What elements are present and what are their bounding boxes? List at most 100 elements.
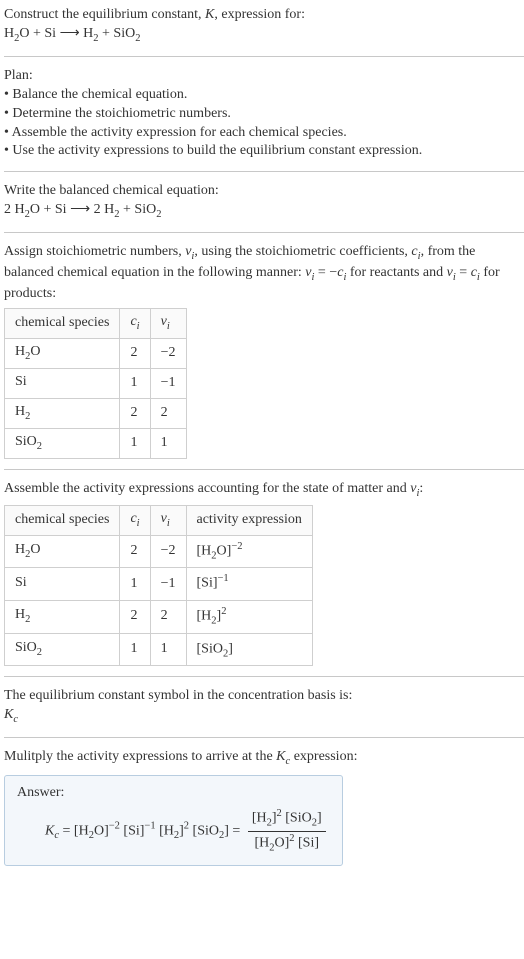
plan-item: • Use the activity expressions to build …	[4, 142, 524, 161]
table-row: SiO2 1 1	[5, 428, 187, 458]
intro-equation: H2O + Si ⟶ H2 + SiO2	[4, 26, 140, 41]
divider	[4, 171, 524, 172]
plan-item: • Determine the stoichiometric numbers.	[4, 105, 524, 124]
table-header-row: chemical species ci νi	[5, 309, 187, 339]
intro-text-b: , expression for:	[214, 7, 305, 22]
intro: Construct the equilibrium constant, K, e…	[4, 6, 524, 46]
table-header-row: chemical species ci νi activity expressi…	[5, 505, 313, 535]
eq-part: =	[456, 265, 471, 280]
ae: ]	[228, 641, 233, 656]
term-sup: −1	[144, 821, 155, 832]
stoich-table: chemical species ci νi H2O 2 −2 Si 1 −1 …	[4, 308, 187, 459]
fraction-den: [H2O]2 [Si]	[248, 831, 326, 856]
ae-sup: −1	[218, 573, 229, 584]
term: [SiO	[189, 823, 219, 838]
eq-sub: 2	[156, 209, 161, 220]
sp-sub: 2	[25, 614, 30, 625]
term-sup: −2	[109, 821, 120, 832]
cell-ci: 2	[120, 338, 150, 368]
cell-ci: 1	[120, 368, 150, 398]
cell-activity: [SiO2]	[186, 633, 312, 666]
sp: SiO	[15, 434, 37, 449]
cell-vi: 2	[150, 601, 186, 634]
fraction-num: [H2]2 [SiO2]	[248, 807, 326, 831]
ae: [Si]	[197, 576, 218, 591]
sp: H	[15, 607, 25, 622]
Kc: K	[4, 707, 13, 722]
col-vi: νi	[150, 309, 186, 339]
table-row: H2O 2 −2	[5, 338, 187, 368]
Kc: K	[276, 749, 285, 764]
sp: H	[15, 542, 25, 557]
eq-sub: 2	[135, 33, 140, 44]
sp: O	[30, 542, 40, 557]
ae: [H	[197, 543, 212, 558]
divider	[4, 676, 524, 677]
cell-species: SiO2	[5, 633, 120, 666]
answer-expression: Kc = [H2O]−2 [Si]−1 [H2]2 [SiO2] = [H2]2…	[17, 807, 330, 855]
eq-part: O + Si	[30, 202, 67, 217]
col-species: chemical species	[5, 505, 120, 535]
ae: [SiO	[197, 641, 223, 656]
col-ci: ci	[120, 309, 150, 339]
assemble: Assemble the activity expressions accoun…	[4, 480, 524, 501]
assemble-text: Assemble the activity expressions accoun…	[4, 481, 410, 496]
ci-sub: i	[137, 518, 140, 529]
ae: [H	[197, 609, 212, 624]
cell-ci: 2	[120, 398, 150, 428]
table-row: Si 1 −1	[5, 368, 187, 398]
sp: SiO	[15, 640, 37, 655]
Kc: K	[45, 823, 54, 838]
eq-part: + SiO	[99, 26, 136, 41]
cell-ci: 1	[120, 633, 150, 666]
sp: H	[15, 344, 25, 359]
table-row: H2 2 2 [H2]2	[5, 601, 313, 634]
cell-species: H2O	[5, 338, 120, 368]
divider	[4, 232, 524, 233]
eq-sign: =	[59, 823, 74, 838]
eq-part: 2 H	[94, 202, 115, 217]
assign-text: , using the stoichiometric coefficients,	[194, 244, 411, 259]
balanced: Write the balanced chemical equation: 2 …	[4, 182, 524, 222]
cell-vi: 1	[150, 428, 186, 458]
answer-box: Answer: Kc = [H2O]−2 [Si]−1 [H2]2 [SiO2]…	[4, 775, 343, 866]
mult-text: expression:	[290, 749, 357, 764]
term: [SiO	[282, 811, 312, 826]
term: O]	[94, 823, 109, 838]
cell-vi: 2	[150, 398, 186, 428]
plan: Plan: • Balance the chemical equation. •…	[4, 67, 524, 161]
cell-ci: 2	[120, 601, 150, 634]
term: O]	[274, 835, 289, 850]
eq-part: H	[83, 26, 93, 41]
divider	[4, 737, 524, 738]
conc-basis: The equilibrium constant symbol in the c…	[4, 687, 524, 727]
cell-species: H2O	[5, 535, 120, 568]
cell-vi: −2	[150, 338, 186, 368]
term: ]	[317, 811, 322, 826]
table-row: Si 1 −1 [Si]−1	[5, 568, 313, 601]
assign: Assign stoichiometric numbers, νi, using…	[4, 243, 524, 304]
balanced-equation: 2 H2O + Si ⟶ 2 H2 + SiO2	[4, 202, 161, 217]
term: [Si]	[120, 823, 145, 838]
assign-text: Assign stoichiometric numbers,	[4, 244, 185, 259]
table-row: H2O 2 −2 [H2O]−2	[5, 535, 313, 568]
cell-vi: −2	[150, 535, 186, 568]
multiply: Mulitply the activity expressions to arr…	[4, 748, 524, 769]
cell-species: Si	[5, 368, 120, 398]
cell-vi: 1	[150, 633, 186, 666]
eq-part: H	[4, 26, 14, 41]
term: [H	[74, 823, 89, 838]
sp: O	[30, 344, 40, 359]
divider	[4, 56, 524, 57]
cell-ci: 1	[120, 428, 150, 458]
ae-sup: 2	[221, 606, 226, 617]
plan-title: Plan:	[4, 67, 524, 86]
cell-species: SiO2	[5, 428, 120, 458]
sp-sub: 2	[37, 441, 42, 452]
sp-sub: 2	[25, 411, 30, 422]
table-row: SiO2 1 1 [SiO2]	[5, 633, 313, 666]
eq-sign: =	[229, 823, 244, 838]
term: [H	[156, 823, 174, 838]
sp: H	[15, 404, 25, 419]
cell-species: H2	[5, 601, 120, 634]
